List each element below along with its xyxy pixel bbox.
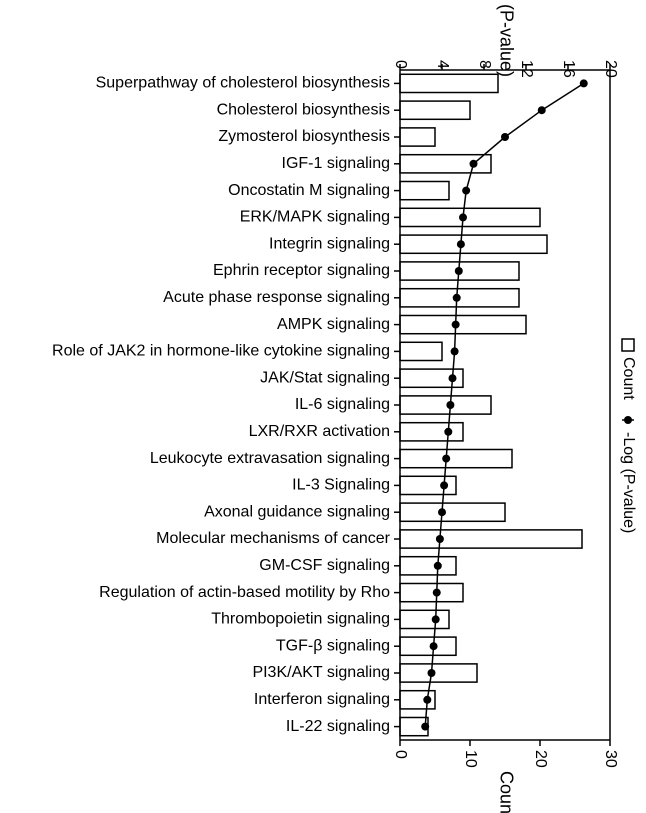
logp-tick-label: 12 (518, 60, 535, 78)
bar (400, 396, 491, 414)
logp-marker (438, 508, 446, 516)
logp-marker (457, 240, 465, 248)
bar (400, 664, 477, 682)
logp-marker (446, 401, 454, 409)
category-label: Thrombopoietin signaling (211, 611, 390, 628)
logp-marker (434, 562, 442, 570)
bar (400, 449, 512, 467)
bar (400, 208, 540, 226)
category-label: Ephrin receptor signaling (213, 262, 390, 279)
logp-tick-label: 16 (560, 60, 577, 78)
logp-marker (452, 321, 460, 329)
count-axis-title: Count (496, 771, 516, 813)
bar (400, 530, 582, 548)
category-label: Zymosterol biosynthesis (218, 128, 390, 145)
bar (400, 610, 449, 628)
pathway-enrichment-chart: Superpathway of cholesterol biosynthesis… (0, 0, 646, 813)
logp-marker (538, 106, 546, 114)
legend-logp-label: -Log (P-value) (620, 432, 637, 533)
bar (400, 74, 498, 92)
logp-marker (462, 187, 470, 195)
category-label: Regulation of actin-based motility by Rh… (99, 584, 390, 601)
category-label: TGF-β signaling (276, 637, 390, 654)
bar (400, 181, 449, 199)
bar (400, 637, 456, 655)
category-label: IL-3 Signaling (292, 477, 390, 494)
logp-marker (455, 267, 463, 275)
logp-marker (428, 669, 436, 677)
category-label: AMPK signaling (277, 316, 390, 333)
category-label: Molecular mechanisms of cancer (156, 530, 391, 547)
logp-marker (432, 615, 440, 623)
logp-marker (580, 79, 588, 87)
logp-marker (430, 642, 438, 650)
bar (400, 423, 463, 441)
logp-tick-label: 8 (476, 60, 493, 69)
category-label: LXR/RXR activation (249, 423, 390, 440)
logp-tick-label: 0 (392, 60, 409, 69)
bar (400, 503, 505, 521)
logp-tick-label: 4 (434, 60, 451, 69)
logp-marker (459, 213, 467, 221)
category-label: Interferon signaling (254, 691, 390, 708)
logp-marker (440, 481, 448, 489)
category-label: Superpathway of cholesterol biosynthesis (96, 75, 390, 92)
logp-axis-title: -Log (P-value) (496, 0, 516, 77)
category-label: Role of JAK2 in hormone-like cytokine si… (52, 343, 390, 360)
category-label: JAK/Stat signaling (260, 369, 390, 386)
bar (400, 583, 463, 601)
logp-marker (449, 374, 457, 382)
category-label: Oncostatin M signaling (228, 182, 390, 199)
logp-marker (433, 589, 441, 597)
count-tick-label: 20 (532, 750, 549, 768)
bar (400, 342, 442, 360)
category-label: Axonal guidance signaling (204, 503, 390, 520)
logp-marker (470, 160, 478, 168)
logp-marker (423, 696, 431, 704)
bar (400, 128, 435, 146)
category-label: ERK/MAPK signaling (240, 209, 390, 226)
category-label: IL-6 signaling (295, 396, 390, 413)
bar (400, 315, 526, 333)
logp-marker (501, 133, 509, 141)
category-label: GM-CSF signaling (259, 557, 390, 574)
logp-marker (421, 723, 429, 731)
legend-count-label: Count (620, 357, 637, 400)
category-label: PI3K/AKT signaling (252, 664, 390, 681)
category-label: Leukocyte extravasation signaling (150, 450, 390, 467)
logp-marker (444, 428, 452, 436)
count-tick-label: 30 (602, 750, 619, 768)
count-tick-label: 0 (392, 750, 409, 759)
logp-marker (453, 294, 461, 302)
logp-marker (442, 455, 450, 463)
legend-count-swatch (622, 339, 634, 351)
category-label: Integrin signaling (269, 235, 390, 252)
category-label: IGF-1 signaling (282, 155, 391, 172)
category-label: Acute phase response signaling (163, 289, 390, 306)
bar (400, 101, 470, 119)
category-label: Cholesterol biosynthesis (217, 101, 390, 118)
bar (400, 557, 456, 575)
logp-tick-label: 20 (602, 60, 619, 78)
legend-logp-marker (624, 416, 632, 424)
bar (400, 235, 547, 253)
logp-marker (436, 535, 444, 543)
count-tick-label: 10 (462, 750, 479, 768)
category-label: IL-22 signaling (286, 718, 390, 735)
logp-marker (451, 347, 459, 355)
